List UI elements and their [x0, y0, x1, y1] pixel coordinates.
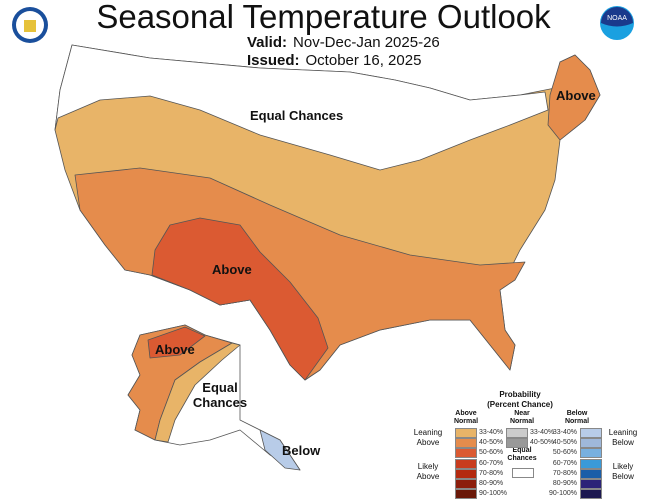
valid-label: Valid: — [247, 34, 288, 51]
legend-subtitle: (Percent Chance) — [487, 400, 553, 409]
above-swatch-4 — [455, 468, 477, 479]
leaning-below-label: Leaning Below — [608, 428, 638, 447]
above-range-4: 70-80% — [479, 469, 504, 477]
doc-seal-logo — [12, 7, 48, 43]
above-swatch-0 — [455, 428, 477, 438]
label-above-conus: Above — [212, 262, 252, 277]
above-range-6: 90-100% — [479, 490, 508, 498]
below-range-2: 50-60% — [552, 449, 577, 457]
below-header: Below Normal — [564, 410, 590, 425]
leaning-above-label: Leaning Above — [413, 428, 443, 447]
below-range-1: 40-50% — [552, 439, 577, 447]
near-header: Near Normal — [509, 410, 535, 425]
issued-line: Issued: October 16, 2025 — [247, 52, 421, 69]
issued-value: October 16, 2025 — [305, 52, 422, 69]
label-above-northeast: Above — [556, 88, 596, 103]
svg-text:NOAA: NOAA — [607, 15, 627, 22]
below-range-5: 80-90% — [552, 480, 577, 487]
above-range-3: 60-70% — [479, 459, 504, 467]
above-range-1: 40-50% — [479, 439, 504, 447]
noaa-logo: NOAA — [600, 6, 634, 40]
northeast-40-50-region — [547, 54, 601, 141]
below-range-3: 60-70% — [552, 459, 577, 467]
label-equal-chances-conus: Equal Chances — [250, 108, 344, 123]
below-swatch-5 — [580, 479, 602, 489]
above-header: Above Normal — [453, 410, 479, 425]
near-swatch-1 — [506, 438, 528, 449]
above-range-5: 80-90% — [479, 480, 504, 487]
conus-50-60-region — [151, 217, 329, 381]
below-swatch-0 — [580, 428, 602, 438]
equal-chances-swatch — [512, 468, 534, 478]
above-range-2: 50-60% — [479, 449, 504, 457]
valid-line: Valid: Nov-Dec-Jan 2025-26 — [247, 34, 440, 51]
label-below-alaska: Below — [282, 443, 321, 458]
equal-chances-label: Equal Chances — [507, 447, 537, 462]
legend-title-text: Probability — [499, 390, 541, 399]
alaska-33-40-region — [154, 342, 241, 443]
issued-label: Issued: — [247, 52, 300, 69]
alaska-50-60-region — [147, 326, 206, 359]
below-swatch-2 — [580, 448, 602, 459]
below-swatch-3 — [580, 458, 602, 469]
label-equal-chances-alaska: Equal Chances — [192, 380, 248, 410]
below-swatch-4 — [580, 468, 602, 479]
label-above-alaska: Above — [155, 342, 195, 357]
likely-below-label: Likely Below — [612, 462, 634, 481]
page-title: Seasonal Temperature Outlook — [96, 0, 551, 35]
below-range-0: 33-40% — [552, 429, 577, 436]
conus-equal-chances-region — [54, 44, 549, 171]
above-swatch-1 — [455, 438, 477, 449]
above-swatch-6 — [455, 489, 477, 500]
above-range-0: 33-40% — [479, 429, 504, 436]
likely-above-label: Likely Above — [416, 462, 440, 481]
below-range-4: 70-80% — [552, 469, 577, 477]
above-swatch-3 — [455, 458, 477, 469]
above-swatch-2 — [455, 448, 477, 459]
below-swatch-6 — [580, 489, 602, 500]
valid-value: Nov-Dec-Jan 2025-26 — [293, 34, 440, 51]
legend-title: Probability (Percent Chance) — [480, 390, 560, 410]
near-range-1: 40-50% — [530, 439, 555, 447]
above-swatch-5 — [455, 479, 477, 489]
below-swatch-1 — [580, 438, 602, 449]
alaska-below-region — [259, 429, 301, 471]
near-range-0: 33-40% — [530, 429, 555, 436]
near-swatch-0 — [506, 428, 528, 438]
below-range-6: 90-100% — [548, 490, 577, 498]
